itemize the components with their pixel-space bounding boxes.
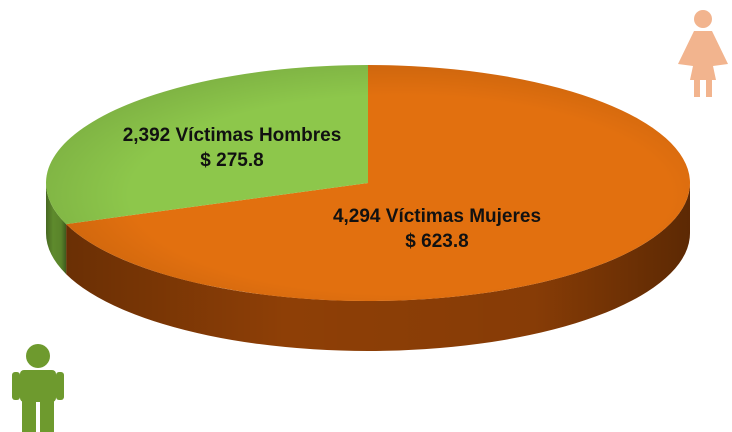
pie-side-segment — [66, 183, 690, 351]
pie-top-face — [45, 65, 690, 301]
female-figure-icon — [678, 10, 728, 97]
male-figure-icon — [12, 344, 64, 432]
pie-side-segment — [46, 183, 67, 275]
slice-label-hombres: 2,392 Víctimas Hombres — [123, 125, 342, 146]
slice-value-mujeres: $ 623.8 — [405, 231, 468, 252]
pie-top-shading — [46, 65, 690, 301]
pie-side-wall — [46, 183, 690, 351]
slice-label-mujeres: 4,294 Víctimas Mujeres — [333, 206, 541, 227]
slice-value-hombres: $ 275.8 — [200, 150, 263, 171]
